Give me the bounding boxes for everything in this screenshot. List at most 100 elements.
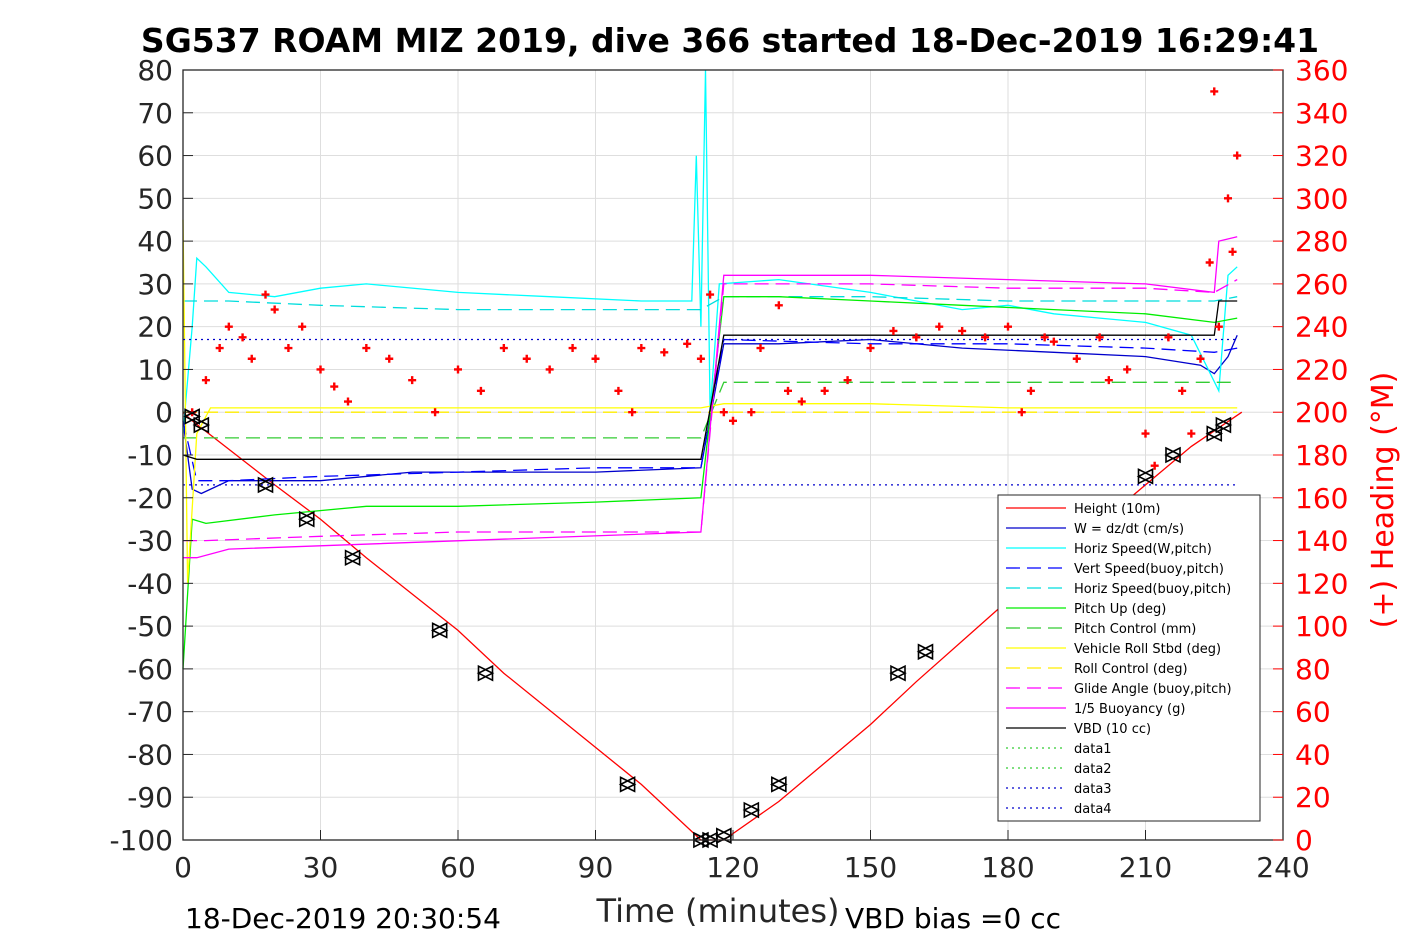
heading-point bbox=[454, 365, 462, 374]
depth-marker bbox=[1214, 416, 1233, 434]
heading-point bbox=[385, 354, 394, 363]
heading-point bbox=[1187, 429, 1196, 438]
heading-point bbox=[747, 408, 756, 417]
series-line bbox=[182, 338, 1238, 482]
series-line bbox=[182, 69, 1238, 434]
depth-marker bbox=[343, 549, 362, 566]
depth-marker bbox=[742, 801, 761, 819]
heading-point bbox=[866, 344, 875, 353]
depth-marker bbox=[1164, 446, 1182, 464]
y-right-tick-label: 40 bbox=[1295, 738, 1331, 771]
heading-point bbox=[1150, 461, 1159, 470]
heading-point bbox=[706, 290, 715, 299]
heading-layer bbox=[188, 87, 1242, 470]
heading-point bbox=[1178, 386, 1187, 395]
depth-marker bbox=[1136, 468, 1155, 485]
heading-point bbox=[1049, 337, 1058, 346]
depth-marker bbox=[1205, 425, 1224, 442]
x-axis-label: Time (minutes) bbox=[596, 892, 840, 930]
heading-point bbox=[912, 333, 921, 342]
heading-point bbox=[270, 305, 279, 314]
heading-point bbox=[637, 344, 646, 353]
heading-point bbox=[330, 382, 339, 391]
heading-point bbox=[408, 376, 417, 385]
heading-point bbox=[935, 322, 944, 331]
x-tick-label: 0 bbox=[174, 851, 192, 884]
y-right-tick-label: 80 bbox=[1295, 653, 1331, 686]
y-tick-label: 70 bbox=[137, 97, 173, 130]
x-tick-label: 150 bbox=[844, 851, 897, 884]
heading-point bbox=[1228, 247, 1237, 256]
y-right-tick-label: 200 bbox=[1295, 396, 1348, 429]
heading-point bbox=[1196, 354, 1205, 363]
heading-point bbox=[1017, 408, 1026, 417]
y-tick-label: -100 bbox=[109, 824, 173, 857]
depth-marker bbox=[192, 416, 211, 434]
y-axis-label-right: (+) Heading (°M) bbox=[1366, 372, 1401, 629]
heading-point bbox=[797, 397, 806, 406]
series-line bbox=[182, 219, 1238, 584]
y-right-tick-label: 280 bbox=[1295, 225, 1348, 258]
x-tick-label: 120 bbox=[706, 851, 759, 884]
y-tick-label: -50 bbox=[127, 610, 173, 643]
series-line bbox=[182, 300, 1238, 460]
heading-point bbox=[660, 348, 669, 357]
heading-point bbox=[614, 386, 623, 395]
heading-point bbox=[1210, 87, 1219, 96]
depth-marker bbox=[476, 664, 495, 682]
chart-title: SG537 ROAM MIZ 2019, dive 366 started 18… bbox=[141, 21, 1319, 60]
legend-label: data4 bbox=[1074, 802, 1112, 817]
legend-label: Vert Speed(buoy,pitch) bbox=[1074, 562, 1224, 577]
legend-label: Pitch Control (mm) bbox=[1074, 622, 1196, 637]
y-tick-label: 80 bbox=[137, 54, 173, 87]
y-right-tick-label: 180 bbox=[1295, 439, 1348, 472]
depth-marker bbox=[889, 664, 907, 682]
y-right-tick-label: 340 bbox=[1295, 97, 1348, 130]
y-tick-label: -10 bbox=[127, 439, 173, 472]
x-tick-label: 240 bbox=[1256, 851, 1309, 884]
legend-label: Pitch Up (deg) bbox=[1074, 602, 1166, 617]
heading-point bbox=[719, 408, 728, 417]
legend-label: Glide Angle (buoy,pitch) bbox=[1074, 682, 1232, 697]
series-line bbox=[183, 279, 1238, 542]
heading-point bbox=[1095, 333, 1104, 342]
heading-point bbox=[628, 408, 637, 417]
heading-point bbox=[981, 333, 990, 342]
y-tick-label: 30 bbox=[137, 268, 173, 301]
y-right-tick-label: 360 bbox=[1295, 54, 1348, 87]
y-tick-label: -40 bbox=[127, 567, 173, 600]
heading-point bbox=[247, 354, 256, 363]
legend-label: Height (10m) bbox=[1074, 502, 1160, 517]
heading-point bbox=[1026, 386, 1035, 395]
depth-marker bbox=[770, 776, 788, 793]
heading-point bbox=[1205, 258, 1214, 267]
series-line bbox=[183, 236, 1238, 559]
y-right-tick-label: 100 bbox=[1295, 610, 1348, 643]
heading-point bbox=[224, 322, 233, 331]
y-right-tick-label: 320 bbox=[1295, 140, 1348, 173]
heading-point bbox=[729, 416, 737, 425]
y-tick-label: -60 bbox=[127, 653, 173, 686]
heading-point bbox=[284, 344, 293, 353]
heading-point bbox=[316, 365, 325, 374]
heading-point bbox=[362, 344, 371, 353]
heading-point bbox=[756, 344, 765, 353]
legend-label: VBD (10 cc) bbox=[1074, 722, 1151, 737]
depth-marker bbox=[183, 408, 201, 425]
x-tick-label: 90 bbox=[578, 851, 614, 884]
depth-marker bbox=[618, 776, 637, 793]
heading-point bbox=[545, 365, 554, 374]
legend-label: 1/5 Buoyancy (g) bbox=[1074, 702, 1185, 717]
series-line bbox=[183, 296, 1238, 311]
y-tick-label: 20 bbox=[137, 311, 173, 344]
heading-point bbox=[958, 326, 967, 335]
heading-point bbox=[784, 386, 792, 395]
legend-box bbox=[997, 494, 1261, 822]
footer-vbd-bias: VBD bias =0 cc bbox=[845, 902, 1061, 935]
y-tick-label: 50 bbox=[137, 182, 173, 215]
y-tick-label: -90 bbox=[127, 781, 173, 814]
y-right-tick-label: 60 bbox=[1295, 696, 1331, 729]
x-tick-label: 180 bbox=[981, 851, 1034, 884]
heading-point bbox=[1224, 194, 1232, 203]
heading-point bbox=[568, 344, 577, 353]
